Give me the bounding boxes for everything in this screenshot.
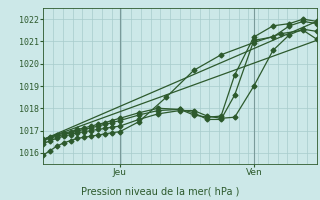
Text: Pression niveau de la mer( hPa ): Pression niveau de la mer( hPa ): [81, 186, 239, 196]
